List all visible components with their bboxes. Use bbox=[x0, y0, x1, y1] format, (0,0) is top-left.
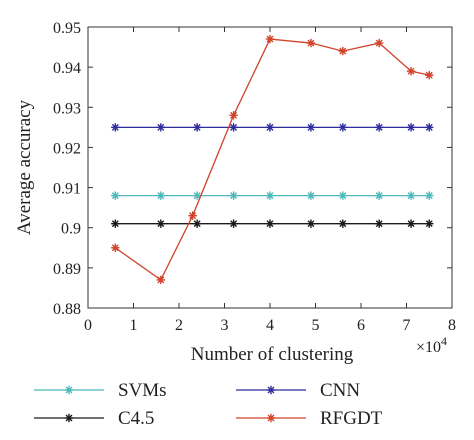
data-point-cnn bbox=[265, 123, 275, 132]
data-point-svms bbox=[156, 191, 165, 200]
data-point-cnn bbox=[193, 123, 202, 132]
y-axis-label: Average accuracy bbox=[14, 99, 35, 235]
data-point-c4-5 bbox=[306, 219, 316, 228]
x-axis-multiplier: ×104 bbox=[416, 334, 447, 356]
series-c4-5 bbox=[111, 219, 434, 228]
series-rfgdt bbox=[111, 34, 434, 285]
legend-label: CNN bbox=[320, 380, 360, 401]
data-point-rfgdt bbox=[265, 34, 275, 44]
y-tick-label: 0.95 bbox=[53, 20, 81, 37]
x-multiplier-exponent: 4 bbox=[441, 334, 447, 348]
data-point-rfgdt bbox=[338, 46, 347, 56]
data-point-cnn bbox=[375, 123, 384, 132]
legend-label: C4.5 bbox=[118, 408, 154, 429]
legend-swatch-marker bbox=[266, 413, 276, 423]
data-point-cnn bbox=[229, 123, 238, 132]
x-tick-label: 6 bbox=[357, 317, 365, 334]
data-point-rfgdt bbox=[111, 243, 120, 252]
y-tick-label: 0.94 bbox=[53, 60, 81, 77]
data-point-cnn bbox=[406, 123, 416, 132]
legend-swatch-marker bbox=[64, 413, 74, 423]
data-point-c4-5 bbox=[111, 219, 120, 228]
legend-item-rfgdt: RFGDT bbox=[236, 408, 383, 429]
x-axis-label: Number of clustering bbox=[191, 344, 354, 365]
x-tick-label: 5 bbox=[312, 317, 320, 334]
series-cnn bbox=[111, 123, 434, 132]
x-multiplier-base: ×10 bbox=[416, 339, 441, 356]
data-point-cnn bbox=[156, 123, 165, 132]
y-tick-label: 0.93 bbox=[53, 100, 81, 117]
data-point-rfgdt bbox=[406, 66, 416, 76]
data-point-c4-5 bbox=[425, 219, 434, 228]
y-tick-label: 0.88 bbox=[53, 301, 81, 318]
data-point-svms bbox=[338, 191, 347, 200]
data-point-c4-5 bbox=[406, 219, 416, 228]
x-tick-label: 1 bbox=[130, 317, 138, 334]
ticks-layer: 0 1 2 3 4 5 6 7 8 0.88 0.89 0.9 0.91 0.92 0.93 0.94 0.95 bbox=[53, 20, 456, 334]
data-point-svms bbox=[193, 191, 202, 200]
data-point-rfgdt bbox=[425, 70, 434, 80]
legend-label: RFGDT bbox=[320, 408, 383, 429]
legend-swatch-marker bbox=[64, 385, 74, 395]
y-tick-label: 0.89 bbox=[53, 261, 81, 278]
x-tick-label: 4 bbox=[266, 317, 274, 334]
x-tick-label: 7 bbox=[403, 317, 411, 334]
x-tick-label: 0 bbox=[84, 317, 92, 334]
plot-frame bbox=[87, 26, 453, 309]
data-point-cnn bbox=[338, 123, 347, 132]
data-point-c4-5 bbox=[375, 219, 384, 228]
series-layer bbox=[111, 34, 434, 285]
data-point-svms bbox=[425, 191, 434, 200]
legend-item-svms: SVMs bbox=[34, 380, 167, 401]
data-point-cnn bbox=[111, 123, 120, 132]
data-point-svms bbox=[406, 191, 416, 200]
data-point-c4-5 bbox=[193, 219, 202, 228]
legend-label: SVMs bbox=[118, 380, 167, 401]
y-tick-label: 0.9 bbox=[61, 221, 81, 238]
series-line-rfgdt bbox=[114, 38, 430, 281]
legend: SVMs CNN C4.5 RFGDT bbox=[34, 380, 383, 429]
data-point-c4-5 bbox=[156, 219, 165, 228]
data-point-svms bbox=[229, 191, 238, 200]
data-point-rfgdt bbox=[156, 275, 165, 285]
data-point-cnn bbox=[425, 123, 434, 132]
data-point-rfgdt bbox=[229, 111, 238, 120]
data-point-svms bbox=[306, 191, 316, 200]
x-tick-label: 2 bbox=[175, 317, 183, 334]
x-tick-label: 8 bbox=[448, 317, 456, 334]
data-point-svms bbox=[111, 191, 120, 200]
y-tick-label: 0.91 bbox=[53, 181, 81, 198]
data-point-svms bbox=[265, 191, 275, 200]
data-point-rfgdt bbox=[306, 38, 316, 48]
data-point-rfgdt bbox=[375, 38, 384, 48]
data-point-rfgdt bbox=[188, 211, 197, 220]
series-svms bbox=[111, 191, 434, 200]
data-point-c4-5 bbox=[265, 219, 275, 228]
x-tick-label: 3 bbox=[221, 317, 229, 334]
data-point-c4-5 bbox=[338, 219, 347, 228]
data-point-c4-5 bbox=[229, 219, 238, 228]
legend-item-c4-5: C4.5 bbox=[34, 408, 154, 429]
legend-swatch-marker bbox=[266, 385, 276, 395]
legend-item-cnn: CNN bbox=[236, 380, 360, 401]
data-point-svms bbox=[375, 191, 384, 200]
data-point-cnn bbox=[306, 123, 316, 132]
y-tick-label: 0.92 bbox=[53, 140, 81, 157]
